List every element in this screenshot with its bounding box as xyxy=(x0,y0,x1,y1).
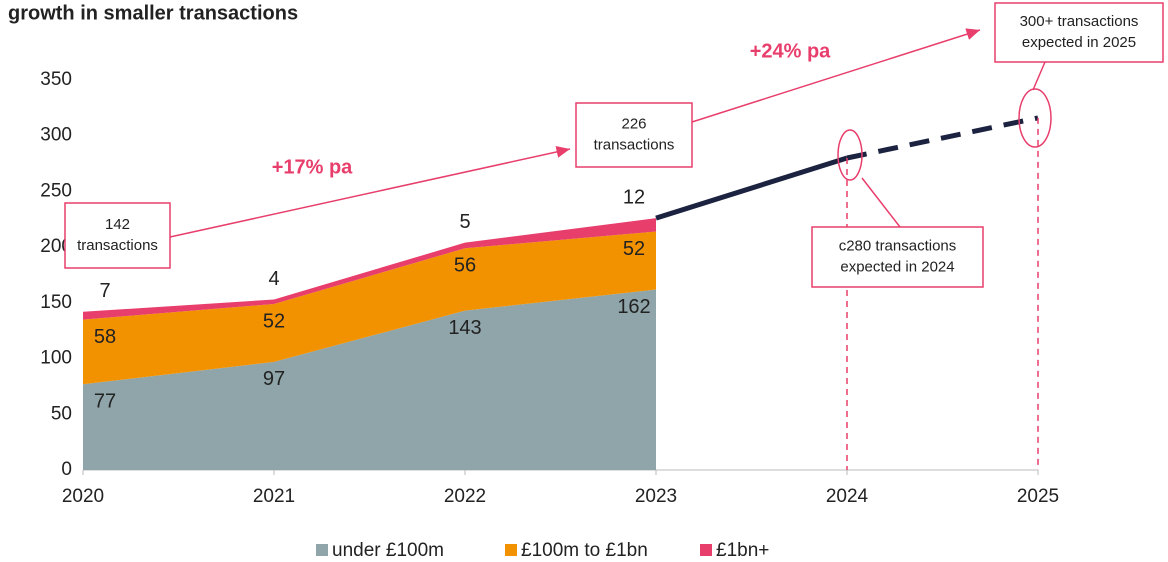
x-tick-label: 2021 xyxy=(253,486,295,507)
legend-label: £100m to £1bn xyxy=(521,540,648,561)
legend-swatch xyxy=(316,544,328,556)
legend-label: £1bn+ xyxy=(716,540,769,561)
annotation-text: expected in 2025 xyxy=(1022,34,1136,51)
data-label: 7 xyxy=(99,280,110,302)
arrow xyxy=(169,146,571,238)
connector xyxy=(861,177,901,228)
highlight-ellipse xyxy=(1018,88,1052,148)
annotation-text: transactions xyxy=(77,237,158,254)
plot: 0 50 100 150 200 250 300 350 2020 2021 2022 2023 202… xyxy=(40,69,1059,507)
data-label: 5 xyxy=(459,211,470,233)
legend-swatch xyxy=(505,544,517,556)
data-label: 77 xyxy=(94,390,116,412)
annotation-text: 300+ transactions xyxy=(1020,13,1139,30)
projection-line xyxy=(655,155,848,221)
arrow xyxy=(691,28,981,123)
annotation-text: c280 transactions xyxy=(839,237,957,254)
y-tick-label: 0 xyxy=(61,459,72,480)
x-tick-label: 2024 xyxy=(826,486,869,507)
annotation-text: 226 xyxy=(621,115,646,132)
data-label: 52 xyxy=(263,310,285,332)
area xyxy=(83,231,656,385)
data-label: 12 xyxy=(623,186,645,208)
data-label: 143 xyxy=(448,317,481,339)
data-label: 58 xyxy=(94,326,116,348)
annotation-box xyxy=(811,226,984,288)
x-tick-label: 2025 xyxy=(1017,486,1059,507)
legend-swatch xyxy=(700,544,712,556)
annotation-text: 142 xyxy=(105,216,130,233)
area xyxy=(83,218,656,320)
y-tick-label: 100 xyxy=(40,348,72,369)
annotations: +17% pa +24% pa 142 transactions 226 transa… xyxy=(64,2,1164,288)
legend-label: under £100m xyxy=(332,540,444,561)
growth-label: +17% pa xyxy=(272,156,353,178)
connector xyxy=(1032,61,1046,91)
x-tick-label: 2022 xyxy=(444,486,486,507)
annotation-text: expected in 2024 xyxy=(840,258,954,275)
growth-label: +24% pa xyxy=(750,40,831,62)
y-tick-label: 250 xyxy=(40,180,72,201)
data-label: 97 xyxy=(263,368,285,390)
highlight-ellipse xyxy=(837,129,863,181)
annotation-box xyxy=(994,2,1164,63)
y-tick-label: 200 xyxy=(40,236,72,257)
x-tick-label: 2023 xyxy=(635,486,677,507)
data-label: 162 xyxy=(617,296,650,318)
data-label: 4 xyxy=(268,268,279,290)
y-tick-label: 150 xyxy=(40,292,72,313)
annotation-box xyxy=(64,202,171,269)
annotation-box xyxy=(575,102,693,168)
annotation-text: transactions xyxy=(594,136,675,153)
x-tick-label: 2020 xyxy=(62,486,104,507)
y-tick-label: 50 xyxy=(51,403,72,424)
y-tick-label: 350 xyxy=(40,69,72,90)
projection-line xyxy=(846,115,1039,161)
data-label: 56 xyxy=(454,255,476,277)
data-label: 52 xyxy=(623,238,645,260)
y-tick-label: 300 xyxy=(40,125,72,146)
area xyxy=(83,289,656,470)
chart-title: growth in smaller transactions xyxy=(8,2,298,24)
